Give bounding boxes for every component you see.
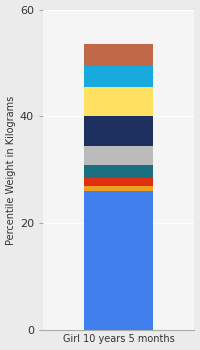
Bar (84, 44, 153, 66)
Bar (84, 164, 153, 178)
Bar (84, 146, 153, 164)
Bar (84, 87, 153, 117)
Bar (84, 178, 153, 186)
Bar (84, 191, 153, 330)
Y-axis label: Percentile Weight in Kilograms: Percentile Weight in Kilograms (6, 95, 16, 245)
Bar (84, 66, 153, 87)
Bar (84, 117, 153, 146)
Bar (84, 186, 153, 191)
